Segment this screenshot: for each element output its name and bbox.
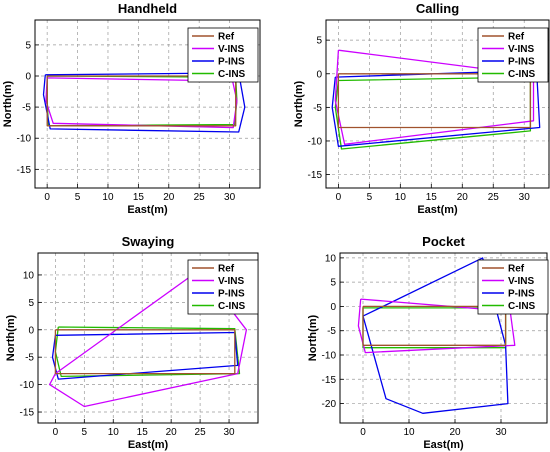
chart-panel-3: 0 5 10 15 20 25 30 -15 -10 -5 0 5 10 Swaying East(m) No… xyxy=(5,234,259,451)
x-tick-label: 20 xyxy=(449,427,461,438)
x-tick-label: 0 xyxy=(336,192,342,203)
series-line-p-ins xyxy=(362,257,509,414)
series-line-ref xyxy=(46,75,237,127)
y-tick-label: 10 xyxy=(23,270,35,281)
y-tick-label: -15 xyxy=(308,170,323,181)
x-tick-label: 15 xyxy=(137,427,149,438)
y-tick-label: -10 xyxy=(20,380,35,391)
legend-label-v-ins: V-INS xyxy=(218,44,244,55)
y-tick-label: -5 xyxy=(313,103,322,114)
y-tick-label: -10 xyxy=(17,134,32,145)
x-tick-label: 30 xyxy=(495,427,507,438)
x-axis-label: East(m) xyxy=(417,204,458,216)
x-tick-label: 0 xyxy=(53,427,59,438)
y-tick-label: -15 xyxy=(322,375,337,386)
x-tick-label: 10 xyxy=(102,192,114,203)
plot-frame xyxy=(339,252,548,424)
y-tick-label: -5 xyxy=(25,353,34,364)
legend-label-ref: Ref xyxy=(508,264,525,275)
x-tick-label: 15 xyxy=(133,192,145,203)
y-tick-label: -10 xyxy=(308,136,323,147)
y-tick-label: -10 xyxy=(322,351,337,362)
x-tick-label: 5 xyxy=(75,192,81,203)
x-tick-label: 25 xyxy=(195,427,207,438)
x-axis-label: East(m) xyxy=(423,439,464,451)
chart-title: Pocket xyxy=(422,234,465,249)
x-tick-label: 30 xyxy=(224,192,236,203)
legend-label-p-ins: P-INS xyxy=(508,289,535,300)
x-tick-label: 10 xyxy=(403,427,415,438)
x-tick-label: 30 xyxy=(223,427,235,438)
legend-label-ref: Ref xyxy=(508,32,525,43)
x-tick-label: 0 xyxy=(44,192,50,203)
legend-label-p-ins: P-INS xyxy=(218,289,245,300)
y-tick-label: 5 xyxy=(28,298,34,309)
legend-label-p-ins: P-INS xyxy=(218,57,245,68)
y-tick-label: 0 xyxy=(25,72,31,83)
legend-label-c-ins: C-INS xyxy=(508,69,536,80)
y-tick-label: 10 xyxy=(325,253,337,264)
x-tick-label: 20 xyxy=(166,427,178,438)
y-tick-label: 0 xyxy=(316,69,322,80)
legend-label-c-ins: C-INS xyxy=(218,69,246,80)
y-axis-label: North(m) xyxy=(5,314,17,361)
legend-label-c-ins: C-INS xyxy=(508,301,536,312)
x-tick-label: 15 xyxy=(426,192,438,203)
legend-label-p-ins: P-INS xyxy=(508,57,535,68)
x-tick-label: 25 xyxy=(194,192,206,203)
series-line-ref xyxy=(54,329,236,375)
x-tick-label: 0 xyxy=(360,427,366,438)
plot-frame xyxy=(37,252,259,424)
y-axis-label: North(m) xyxy=(2,80,14,127)
y-tick-label: 0 xyxy=(330,302,336,313)
x-tick-label: 10 xyxy=(108,427,120,438)
x-axis-label: East(m) xyxy=(127,204,168,216)
legend-label-v-ins: V-INS xyxy=(218,276,244,287)
y-axis-label: North(m) xyxy=(293,80,305,127)
chart-panel-1: 0 5 10 15 20 25 30 -15 -10 -5 0 5 Handheld East(m) Nor… xyxy=(2,1,261,216)
y-tick-label: 5 xyxy=(330,278,336,289)
x-tick-label: 20 xyxy=(457,192,469,203)
x-tick-label: 30 xyxy=(519,192,531,203)
chart-panel-4: 0 10 20 30 -20 -15 -10 -5 0 5 10 Pocket East(m) North… xyxy=(307,234,549,451)
chart-title: Swaying xyxy=(122,234,175,249)
legend-label-ref: Ref xyxy=(218,32,235,43)
y-tick-label: 0 xyxy=(28,325,34,336)
x-tick-label: 5 xyxy=(82,427,88,438)
x-axis-label: East(m) xyxy=(128,439,169,451)
y-tick-label: 5 xyxy=(316,36,322,47)
x-tick-label: 25 xyxy=(488,192,500,203)
y-axis-label: North(m) xyxy=(307,314,319,361)
y-tick-label: -5 xyxy=(327,326,336,337)
legend-label-c-ins: C-INS xyxy=(218,301,246,312)
y-tick-label: -5 xyxy=(22,103,31,114)
plot-frame xyxy=(34,19,261,189)
y-tick-label: -15 xyxy=(20,408,35,419)
series-line-p-ins xyxy=(51,331,239,380)
x-tick-label: 5 xyxy=(367,192,373,203)
plot-frame xyxy=(325,19,550,189)
chart-title: Calling xyxy=(416,1,459,16)
y-tick-label: 5 xyxy=(25,40,31,51)
x-tick-label: 20 xyxy=(163,192,175,203)
y-tick-label: -15 xyxy=(17,165,32,176)
legend-label-v-ins: V-INS xyxy=(508,276,534,287)
legend-label-v-ins: V-INS xyxy=(508,44,534,55)
series-line-ref xyxy=(337,73,532,129)
chart-panel-2: 0 5 10 15 20 25 30 -15 -10 -5 0 5 Calling East(m) Nort… xyxy=(293,1,550,216)
y-tick-label: -20 xyxy=(322,399,337,410)
x-tick-label: 10 xyxy=(395,192,407,203)
chart-title: Handheld xyxy=(118,1,177,16)
series-line-ref xyxy=(362,305,507,346)
legend-label-ref: Ref xyxy=(218,264,235,275)
